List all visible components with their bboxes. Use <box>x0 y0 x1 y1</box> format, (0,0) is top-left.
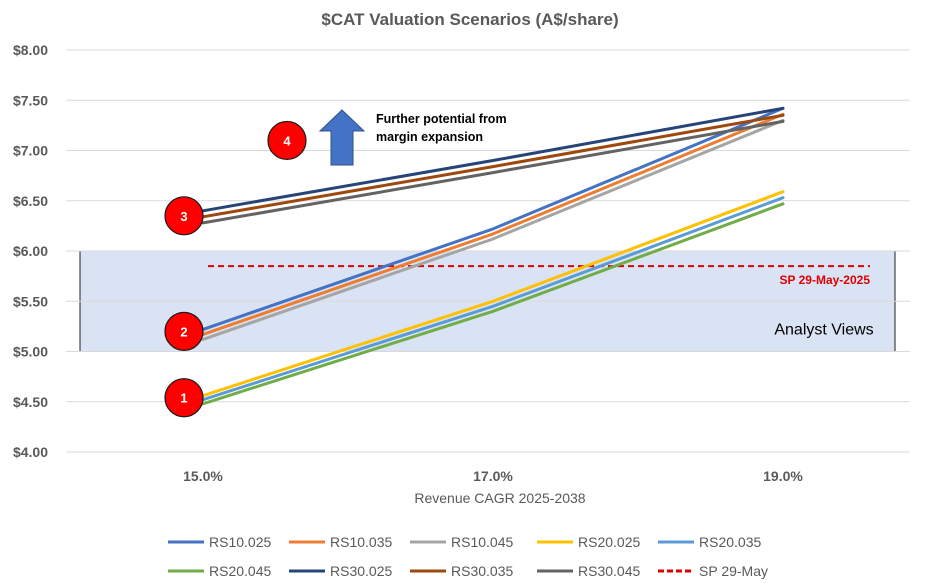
series-line-rs30-045 <box>201 119 785 225</box>
legend-label: RS20.045 <box>209 563 271 579</box>
chart-title: $CAT Valuation Scenarios (A$/share) <box>321 10 618 29</box>
annotation-line-2: margin expansion <box>376 130 483 144</box>
legend-item: RS20.025 <box>537 534 640 550</box>
legend-item: RS10.035 <box>289 534 392 550</box>
scenario-badge-2: 2 <box>164 311 204 351</box>
y-tick-label: $5.00 <box>13 344 48 360</box>
series-line-rs20-025 <box>201 190 785 398</box>
y-tick-label: $4.00 <box>13 444 48 460</box>
y-tick-label: $5.50 <box>13 293 48 309</box>
scenario-badge-3: 3 <box>164 196 204 236</box>
scenario-badge-1: 1 <box>164 378 204 418</box>
series-line-rs30-025 <box>201 106 785 213</box>
x-tick-label: 15.0% <box>183 468 223 484</box>
legend-label: RS30.045 <box>578 563 640 579</box>
legend-label: RS20.035 <box>699 534 761 550</box>
scenario-badge-4: 4 <box>267 120 307 161</box>
x-axis-label: Revenue CAGR 2025-2038 <box>414 490 585 506</box>
sp-reference-label: SP 29-May-2025 <box>779 273 870 287</box>
series-line-rs10-025 <box>201 106 785 331</box>
badge-number: 4 <box>283 133 291 148</box>
legend-item: RS20.045 <box>168 563 271 579</box>
legend-item: RS30.025 <box>289 563 392 579</box>
legend-label: RS10.035 <box>330 534 392 550</box>
legend-label: RS30.035 <box>451 563 513 579</box>
legend-label: RS10.025 <box>209 534 271 550</box>
y-tick-label: $6.00 <box>13 243 48 259</box>
y-tick-label: $7.00 <box>13 143 48 159</box>
legend-label: RS10.045 <box>451 534 513 550</box>
series-line-rs20-045 <box>201 202 785 406</box>
badge-number: 1 <box>180 391 187 406</box>
legend-item: RS30.035 <box>410 563 513 579</box>
legend-label: RS20.025 <box>578 534 640 550</box>
y-tick-label: $7.50 <box>13 92 48 108</box>
legend-item: RS20.035 <box>658 534 761 550</box>
annotation-line-1: Further potential from <box>376 112 507 126</box>
badge-circle <box>267 120 307 161</box>
up-arrow-icon <box>318 109 366 166</box>
x-tick-label: 17.0% <box>473 468 513 484</box>
series-line-rs20-035 <box>201 196 785 402</box>
analyst-views-label: Analyst Views <box>774 322 873 339</box>
legend-item: RS10.025 <box>168 534 271 550</box>
badge-number: 2 <box>180 324 187 339</box>
badge-circle <box>164 311 204 351</box>
series-line-rs10-045 <box>201 118 785 341</box>
x-tick-label: 19.0% <box>763 468 803 484</box>
y-tick-label: $6.50 <box>13 193 48 209</box>
badge-circle <box>164 378 204 418</box>
y-tick-label: $8.00 <box>13 42 48 58</box>
legend-item: SP 29-May <box>658 563 768 579</box>
legend-label: SP 29-May <box>699 563 768 579</box>
series-line-rs10-035 <box>201 112 785 336</box>
legend: RS10.025 RS10.035 RS10.045 RS20.025 RS20.035… <box>168 534 768 579</box>
legend-item: RS30.045 <box>537 563 640 579</box>
badge-circle <box>164 196 204 236</box>
legend-label: RS30.025 <box>330 563 392 579</box>
legend-item: RS10.045 <box>410 534 513 550</box>
series-line-rs30-035 <box>201 113 785 219</box>
y-tick-label: $4.50 <box>13 394 48 410</box>
badge-number: 3 <box>180 209 187 224</box>
